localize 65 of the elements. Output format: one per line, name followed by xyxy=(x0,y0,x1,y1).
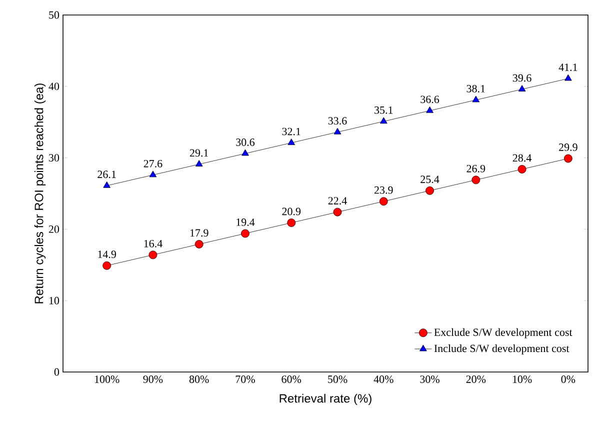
data-label: 28.4 xyxy=(512,154,532,162)
y-tick-label: 50 xyxy=(49,11,60,19)
data-label: 25.4 xyxy=(420,176,440,184)
y-tick-label: 40 xyxy=(48,82,60,90)
point xyxy=(194,240,204,248)
x-tick-label: 0% xyxy=(561,376,576,383)
data-label: 26.9 xyxy=(466,164,486,172)
data-label: 22.4 xyxy=(328,197,347,205)
point xyxy=(379,197,388,206)
point xyxy=(380,117,388,124)
point xyxy=(518,165,526,174)
legend-label: Include S/W development cost xyxy=(434,344,570,354)
data-label: 19.4 xyxy=(236,218,255,226)
data-label: 29.1 xyxy=(190,149,208,157)
data-label: 23.9 xyxy=(374,186,393,194)
point xyxy=(287,218,296,227)
data-label: 32.1 xyxy=(282,128,300,136)
data-label: 30.6 xyxy=(236,138,255,146)
data-label: 14.9 xyxy=(98,250,116,258)
y-tick-label: 20 xyxy=(48,225,60,233)
point xyxy=(149,170,157,178)
x-tick-label: 60% xyxy=(282,376,302,383)
point xyxy=(334,128,342,134)
x-tick-label: 10% xyxy=(512,376,532,383)
data-label: 39.6 xyxy=(512,74,532,82)
point xyxy=(426,186,434,195)
y-tick-label: 10 xyxy=(49,296,60,304)
data-label: 36.6 xyxy=(420,96,440,104)
x-tick-label: 100% xyxy=(94,376,120,383)
x-tick-label: 40% xyxy=(374,376,394,383)
y-tick-label: 0 xyxy=(54,368,60,376)
point xyxy=(472,176,480,184)
x-tick-label: 80% xyxy=(189,376,209,383)
point xyxy=(564,154,572,163)
point xyxy=(518,85,526,92)
data-label: 17.9 xyxy=(190,229,208,237)
data-label: 38.1 xyxy=(466,84,485,92)
point xyxy=(242,149,249,156)
point xyxy=(195,160,203,166)
point xyxy=(102,261,112,270)
x-tick-label: 90% xyxy=(143,376,163,383)
data-label: 26.1 xyxy=(98,170,116,178)
point xyxy=(103,181,110,188)
legend-label: Exclude S/W development cost xyxy=(434,328,572,338)
point xyxy=(472,96,480,102)
data-label: 20.9 xyxy=(282,208,301,216)
data-label: 27.6 xyxy=(144,160,162,168)
x-tick-label: 50% xyxy=(328,376,348,383)
point xyxy=(241,229,250,238)
data-label: 29.9 xyxy=(559,144,578,151)
data-label: 16.4 xyxy=(144,240,162,248)
y-tick-label: 30 xyxy=(49,154,60,162)
point xyxy=(288,138,296,146)
x-tick-label: 20% xyxy=(466,376,486,383)
data-label: 41.1 xyxy=(558,64,578,72)
point xyxy=(564,74,572,81)
x-tick-label: 70% xyxy=(236,376,255,383)
point xyxy=(426,106,434,113)
data-label: 33.6 xyxy=(328,117,347,125)
y-axis-title: Return cycles for ROI points reached (ea) xyxy=(34,84,46,304)
data-label: 35.1 xyxy=(374,106,393,114)
x-tick-label: 30% xyxy=(420,376,440,383)
point xyxy=(333,208,342,216)
x-axis-title: Retrieval rate (%) xyxy=(280,394,372,406)
point xyxy=(148,250,158,260)
